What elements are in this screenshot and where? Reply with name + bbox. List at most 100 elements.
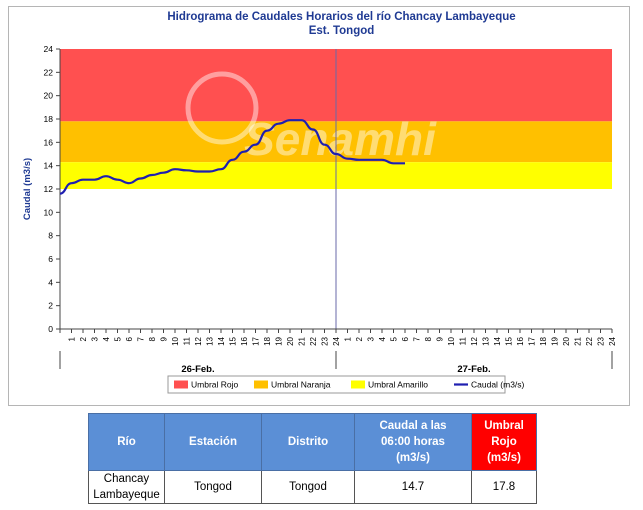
- watermark-text: Senamhi: [244, 113, 437, 165]
- watermark-sun-icon: [185, 71, 259, 145]
- legend-label: Umbral Naranja: [271, 380, 331, 390]
- x-tick-label: 23: [597, 336, 606, 345]
- y-tick-label: 8: [48, 231, 53, 241]
- x-tick-label: 19: [551, 336, 560, 345]
- y-tick-label: 0: [48, 324, 53, 334]
- legend-label: Umbral Amarillo: [368, 380, 428, 390]
- legend-swatch: [174, 380, 188, 389]
- x-tick-label: 12: [194, 336, 203, 345]
- x-tick-label: 15: [229, 336, 238, 345]
- caudal-series-line: [59, 119, 405, 195]
- y-axis-label: Caudal (m3/s): [22, 158, 33, 220]
- x-tick-label: 7: [413, 336, 422, 341]
- x-tick-label: 23: [321, 336, 330, 345]
- summary-table: Río Estación Distrito Caudal a las 06:00…: [88, 413, 537, 504]
- header-distrito: Distrito: [261, 413, 355, 471]
- table-header-row: Río Estación Distrito Caudal a las 06:00…: [88, 413, 537, 471]
- x-tick-label: 5: [114, 336, 123, 341]
- x-tick-label: 1: [344, 336, 353, 341]
- y-tick-label: 4: [48, 277, 53, 287]
- x-tick-label: 10: [447, 336, 456, 345]
- x-tick-label: 6: [125, 336, 134, 341]
- header-umbral-line3: (m3/s): [487, 452, 521, 464]
- y-tick-label: 20: [44, 91, 54, 101]
- cell-estacion: Tongod: [164, 470, 262, 504]
- x-tick-label: 3: [367, 336, 376, 341]
- x-tick-label: 17: [528, 336, 537, 345]
- x-tick-label: 22: [585, 336, 594, 345]
- summary-table-wrap: Río Estación Distrito Caudal a las 06:00…: [88, 413, 537, 504]
- x-tick-label: 15: [505, 336, 514, 345]
- x-tick-label: 21: [574, 336, 583, 345]
- x-tick-label: 13: [206, 336, 215, 345]
- x-tick-label: 24: [608, 336, 617, 345]
- x-tick-label: 18: [539, 336, 548, 345]
- x-tick-label: 1: [68, 336, 77, 341]
- x-tick-label: 14: [217, 336, 226, 345]
- legend-box: [167, 375, 506, 394]
- x-tick-label: 18: [263, 336, 272, 345]
- x-tick-label: 22: [309, 336, 318, 345]
- x-tick-label: 6: [401, 336, 410, 341]
- legend-swatch: [351, 380, 365, 389]
- x-tick-label: 2: [355, 336, 364, 341]
- x-tick-label: 11: [459, 336, 468, 345]
- header-rio: Río: [88, 413, 165, 471]
- header-umbral-line2: Rojo: [491, 436, 517, 448]
- y-tick-label: 24: [44, 44, 54, 54]
- cell-distrito: Tongod: [261, 470, 355, 504]
- header-caudal-line1: Caudal a las: [379, 420, 447, 432]
- y-tick-label: 2: [48, 301, 53, 311]
- x-tick-label: 2: [79, 336, 88, 341]
- legend-swatch: [254, 380, 268, 389]
- x-tick-label: 4: [378, 336, 387, 341]
- x-tick-label: 9: [160, 336, 169, 341]
- x-tick-label: 3: [91, 336, 100, 341]
- x-tick-label: 8: [424, 336, 433, 341]
- y-tick-label: 12: [44, 184, 54, 194]
- x-tick-label: 16: [240, 336, 249, 345]
- y-tick-label: 22: [44, 67, 54, 77]
- legend-label: Caudal (m3/s): [471, 380, 525, 390]
- x-tick-label: 14: [493, 336, 502, 345]
- x-tick-label: 17: [252, 336, 261, 345]
- y-tick-label: 14: [44, 161, 54, 171]
- x-tick-label: 10: [171, 336, 180, 345]
- x-tick-label: 21: [298, 336, 307, 345]
- day-label: 27-Feb.: [457, 364, 490, 375]
- y-tick-label: 18: [44, 114, 54, 124]
- header-estacion: Estación: [164, 413, 262, 471]
- x-tick-label: 20: [562, 336, 571, 345]
- day-label: 26-Feb.: [181, 364, 214, 375]
- cell-umbral: 17.8: [471, 470, 537, 504]
- x-tick-label: 12: [470, 336, 479, 345]
- cell-rio: Chancay Lambayeque: [88, 470, 165, 504]
- header-umbral: Umbral Rojo (m3/s): [471, 413, 537, 471]
- y-tick-label: 10: [44, 207, 54, 217]
- x-tick-label: 8: [148, 336, 157, 341]
- cell-rio-line2: Lambayeque: [93, 489, 160, 501]
- chart-title-main: Hidrograma de Caudales Horarios del río …: [167, 11, 516, 23]
- y-tick-label: 6: [48, 254, 53, 264]
- cell-rio-line1: Chancay: [103, 473, 150, 485]
- header-umbral-line1: Umbral: [484, 420, 524, 432]
- x-tick-label: 19: [275, 336, 284, 345]
- x-tick-label: 24: [332, 336, 341, 345]
- x-tick-label: 4: [102, 336, 111, 341]
- header-caudal: Caudal a las 06:00 horas (m3/s): [354, 413, 472, 471]
- chart-subtitle: Est. Tongod: [308, 25, 375, 37]
- x-tick-label: 9: [436, 336, 445, 341]
- header-caudal-line2: 06:00 horas: [381, 436, 445, 448]
- x-tick-label: 20: [286, 336, 295, 345]
- table-row: Chancay Lambayeque Tongod Tongod 14.7 17…: [88, 470, 537, 504]
- x-tick-label: 7: [137, 336, 146, 341]
- cell-caudal: 14.7: [354, 470, 472, 504]
- y-tick-label: 16: [44, 137, 54, 147]
- legend-label: Umbral Rojo: [191, 380, 239, 390]
- x-tick-label: 5: [390, 336, 399, 341]
- x-tick-label: 11: [183, 336, 192, 345]
- header-caudal-line3: (m3/s): [396, 452, 430, 464]
- x-tick-label: 13: [482, 336, 491, 345]
- chart-title: Hidrograma de Caudales Horarios del río …: [60, 10, 623, 38]
